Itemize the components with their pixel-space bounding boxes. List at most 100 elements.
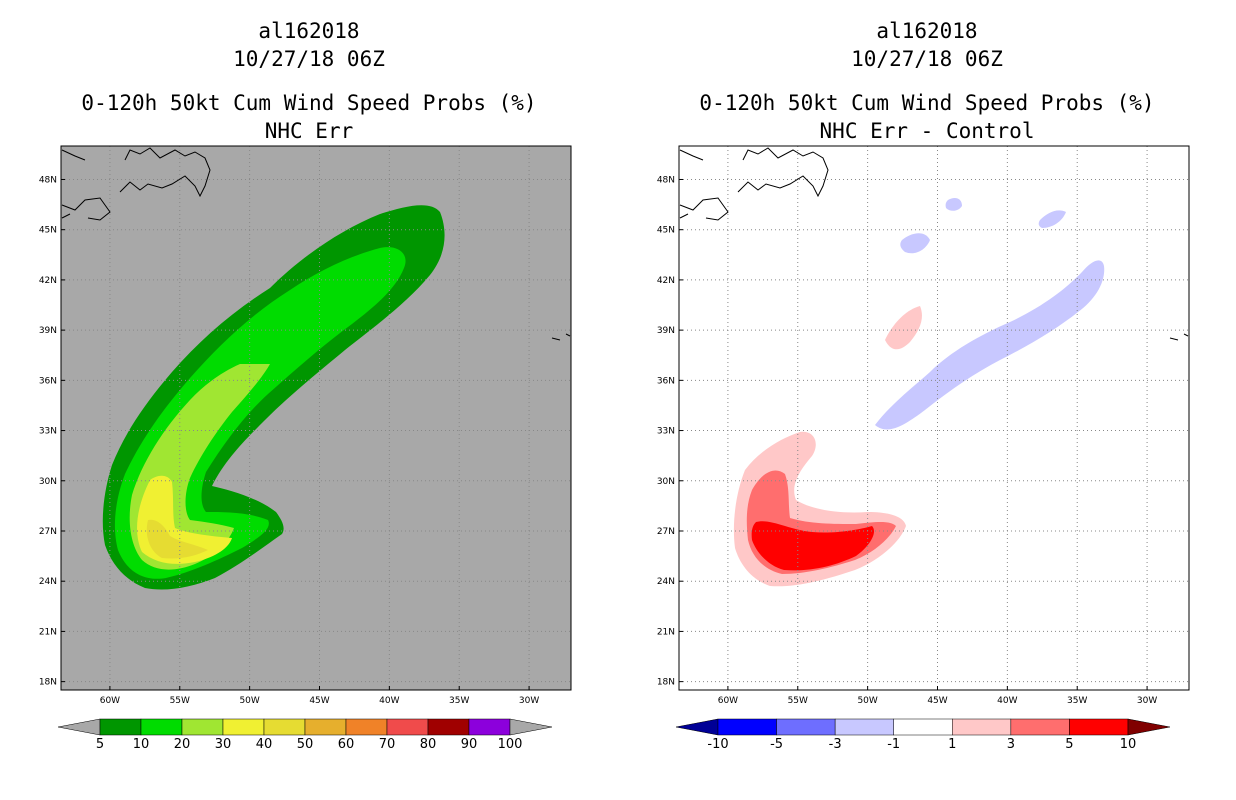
y-tick-label: 45N — [39, 226, 57, 236]
x-tick-label: 50W — [239, 696, 259, 706]
y-tick-label: 21N — [657, 627, 675, 637]
y-tick-label: 33N — [657, 427, 675, 437]
y-tick-label: 27N — [39, 527, 57, 537]
colorbar-segment — [1069, 718, 1129, 736]
colorbar-segment — [834, 718, 894, 736]
colorbar-segment — [1010, 718, 1070, 736]
coastline — [679, 147, 1189, 341]
colorbar-label: -1 — [887, 737, 900, 752]
x-tick-label: 30W — [1137, 696, 1157, 706]
colorbar-segment — [222, 718, 265, 736]
colorbar-high-arrow — [509, 718, 553, 736]
right-panel: al162018 10/27/18 06Z 0-120h 50kt Cum Wi… — [618, 0, 1236, 800]
x-tick-label: 50W — [857, 696, 877, 706]
plot-background — [679, 146, 1189, 690]
left-title-storm: al162018 — [258, 19, 360, 43]
colorbar-label: 50 — [297, 737, 314, 752]
colorbar-segment — [776, 718, 836, 736]
colorbar-label: 90 — [461, 737, 478, 752]
plot-frame — [60, 145, 572, 691]
y-tick-label: 48N — [39, 175, 57, 185]
x-tick-label: 45W — [309, 696, 329, 706]
right-title-subtitle: NHC Err - Control — [819, 119, 1035, 143]
colorbar-label: 10 — [1120, 737, 1137, 752]
x-tick-label: 55W — [788, 696, 808, 706]
x-tick-label: 45W — [927, 696, 947, 706]
y-tick-label: 48N — [657, 175, 675, 185]
right-colorbar: -10 -5 -3 -1 1 3 5 10 — [675, 718, 1171, 752]
colorbar-label: 20 — [174, 737, 191, 752]
colorbar-segment — [717, 718, 777, 736]
colorbar-segment — [181, 718, 224, 736]
colorbar-label: 80 — [420, 737, 437, 752]
y-tick-label: 24N — [39, 577, 57, 587]
colorbar-label: 40 — [256, 737, 273, 752]
colorbar-low-arrow — [57, 718, 101, 736]
x-tick-label: 55W — [170, 696, 190, 706]
x-tick-label: 60W — [100, 696, 120, 706]
colorbar-label: 10 — [133, 737, 150, 752]
y-tick-label: 42N — [39, 276, 57, 286]
colorbar-label: 3 — [1007, 737, 1015, 752]
x-tick-label: 35W — [449, 696, 469, 706]
colorbar-segment — [952, 718, 1012, 736]
x-tick-label: 30W — [519, 696, 539, 706]
colorbar-label: 30 — [215, 737, 232, 752]
y-tick-label: 30N — [39, 477, 57, 487]
colorbar-label: 100 — [498, 737, 523, 752]
right-title-datetime: 10/27/18 06Z — [851, 47, 1003, 71]
contour-region — [146, 519, 208, 559]
y-tick-label: 42N — [657, 276, 675, 286]
x-tick-label: 40W — [379, 696, 399, 706]
y-tick-label: 36N — [39, 376, 57, 386]
contour-region — [114, 247, 406, 579]
y-tick-label: 39N — [39, 326, 57, 336]
y-tick-label: 39N — [657, 326, 675, 336]
colorbar-segment — [99, 718, 142, 736]
contour-region — [945, 198, 962, 211]
left-colorbar: 5 10 20 30 40 50 60 70 80 90 100 — [57, 718, 553, 752]
y-tick-label: 36N — [657, 376, 675, 386]
right-title-product: 0-120h 50kt Cum Wind Speed Probs (%) — [699, 91, 1155, 115]
y-tick-label: 30N — [657, 477, 675, 487]
colorbar-label: -3 — [829, 737, 842, 752]
left-title-datetime: 10/27/18 06Z — [233, 47, 385, 71]
colorbar-segment — [468, 718, 511, 736]
colorbar-segment — [345, 718, 388, 736]
x-tick-label: 35W — [1067, 696, 1087, 706]
left-title-subtitle: NHC Err — [264, 119, 354, 143]
coastline — [61, 147, 571, 341]
y-tick-label: 27N — [657, 527, 675, 537]
x-tick-label: 40W — [997, 696, 1017, 706]
colorbar-label: -5 — [770, 737, 783, 752]
y-tick-label: 18N — [39, 678, 57, 688]
colorbar-label: 5 — [1065, 737, 1073, 752]
right-difference-map: 60W 55W 50W 45W 40W 35W 30W 18N 21N 24N 27N 30N 33N 3… — [657, 145, 1190, 752]
contour-region — [885, 306, 922, 350]
colorbar-label: 5 — [96, 737, 104, 752]
colorbar-label: 70 — [379, 737, 396, 752]
colorbar-segment — [304, 718, 347, 736]
contour-region — [751, 521, 875, 571]
colorbar-segment — [386, 718, 429, 736]
plot-frame — [678, 145, 1190, 691]
colorbar-segment — [263, 718, 306, 736]
contour-region — [875, 260, 1105, 430]
left-panel: al162018 10/27/18 06Z 0-120h 50kt Cum Wi… — [39, 19, 572, 752]
colorbar-label: -10 — [707, 737, 728, 752]
contour-region — [1038, 210, 1066, 228]
colorbar-segment — [893, 718, 953, 736]
colorbar-high-arrow — [1127, 718, 1171, 736]
y-tick-label: 45N — [657, 226, 675, 236]
y-tick-label: 33N — [39, 427, 57, 437]
left-title-product: 0-120h 50kt Cum Wind Speed Probs (%) — [81, 91, 537, 115]
y-tick-label: 21N — [39, 627, 57, 637]
colorbar-low-arrow — [675, 718, 719, 736]
colorbar-segment — [140, 718, 183, 736]
colorbar-label: 60 — [338, 737, 355, 752]
x-tick-label: 60W — [718, 696, 738, 706]
y-tick-label: 24N — [657, 577, 675, 587]
colorbar-label: 1 — [948, 737, 956, 752]
y-tick-label: 18N — [657, 678, 675, 688]
left-probability-map: 60W 55W 50W 45W 40W 35W 30W 18N 21N 24N 27N 30N 33N 3… — [39, 145, 572, 752]
